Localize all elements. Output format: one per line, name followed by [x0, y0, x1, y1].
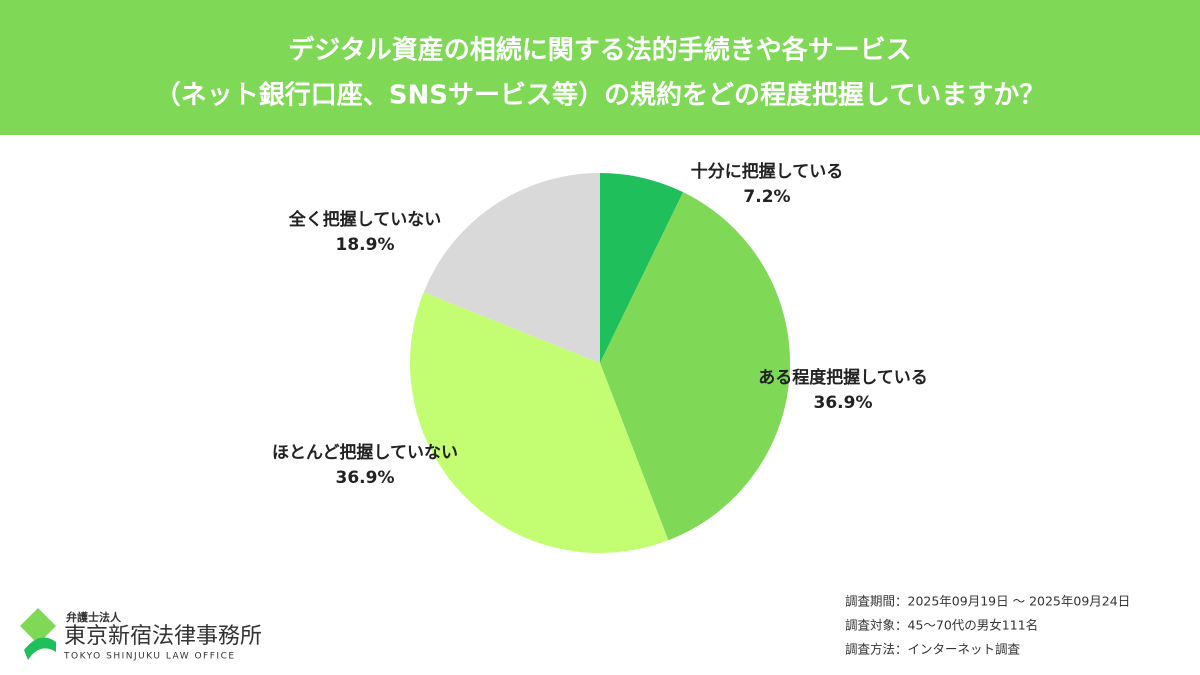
pie-slice — [600, 192, 791, 541]
logo-english: TOKYO SHINJUKU LAW OFFICE — [63, 652, 236, 662]
value-label: 18.9% — [336, 235, 395, 255]
value-label: 7.2% — [743, 187, 790, 207]
survey-note: 調査期間：2025年09月19日 〜 2025年09月24日 — [845, 594, 1130, 609]
logo-name: 東京新宿法律事務所 — [64, 624, 262, 649]
logo-icon — [24, 637, 56, 660]
logo: 弁護士法人 東京新宿法律事務所 TOKYO SHINJUKU LAW OFFIC… — [20, 608, 262, 662]
slice-label: ある程度把握している — [758, 367, 928, 388]
header-band — [0, 0, 1200, 135]
logo-kind: 弁護士法人 — [66, 610, 122, 624]
survey-note: 調査対象：45〜70代の男女111名 — [845, 618, 1038, 633]
slice-label: 全く把握していない — [288, 209, 442, 230]
slice-label: ほとんど把握していない — [272, 442, 458, 463]
logo-icon — [20, 608, 56, 644]
value-label: 36.9% — [336, 468, 395, 488]
pie-slice — [409, 292, 669, 554]
chart-title: デジタル資産の相続に関する法的手続きや各サービス — [288, 35, 911, 66]
pie-slice — [423, 173, 600, 363]
pie — [409, 173, 791, 554]
survey-note: 調査方法：インターネット調査 — [845, 642, 1021, 657]
value-label: 36.9% — [814, 393, 873, 413]
slice-label: 十分に把握している — [691, 161, 844, 182]
pie-slice — [600, 173, 684, 363]
chart-title: （ネット銀行口座、SNSサービス等）の規約をどの程度把握していますか？ — [155, 80, 1045, 111]
